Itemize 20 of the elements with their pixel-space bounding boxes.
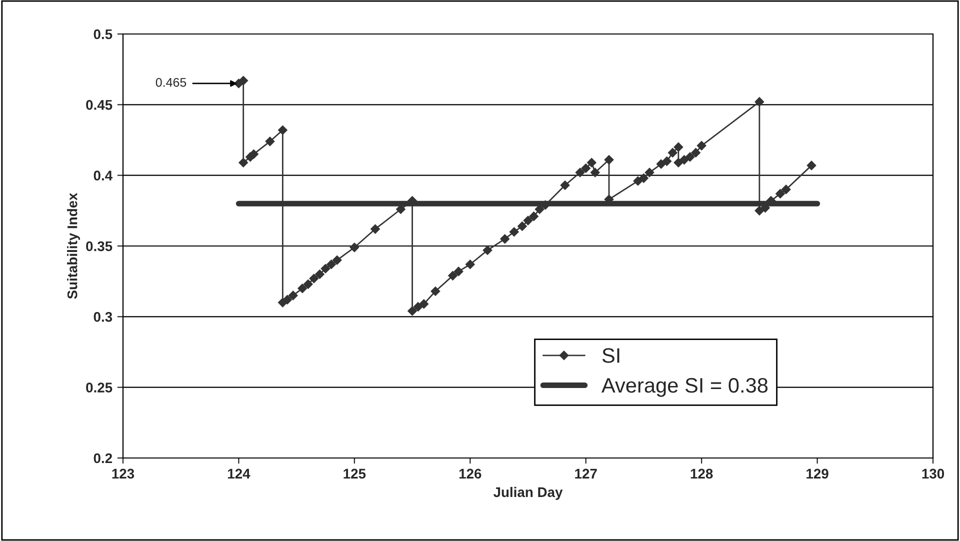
y-tick-label: 0.25 bbox=[86, 382, 112, 393]
x-tick-label: 129 bbox=[806, 468, 828, 479]
x-tick-label: 130 bbox=[922, 468, 944, 479]
y-tick-label: 0.45 bbox=[86, 100, 112, 110]
x-axis-title: Julian Day bbox=[493, 486, 563, 500]
y-tick-label: 0.2 bbox=[94, 453, 112, 464]
y-tick-label: 0.35 bbox=[86, 241, 112, 252]
legend-label: Average SI = 0.38 bbox=[602, 378, 768, 397]
y-tick-label: 0.4 bbox=[94, 170, 113, 181]
y-axis-title: Suitability Index bbox=[67, 192, 80, 299]
x-tick-label: 123 bbox=[112, 468, 134, 479]
x-tick-label: 128 bbox=[690, 468, 713, 479]
y-tick-label: 0.5 bbox=[94, 29, 112, 40]
legend-label: SI bbox=[602, 348, 620, 363]
annotation: 0.465 bbox=[156, 78, 186, 87]
x-tick-label: 126 bbox=[459, 468, 482, 479]
x-tick-label: 127 bbox=[575, 468, 597, 478]
x-tick-label: 124 bbox=[228, 468, 250, 478]
y-tick-label: 0.3 bbox=[94, 312, 112, 322]
x-tick-label: 125 bbox=[344, 468, 366, 479]
